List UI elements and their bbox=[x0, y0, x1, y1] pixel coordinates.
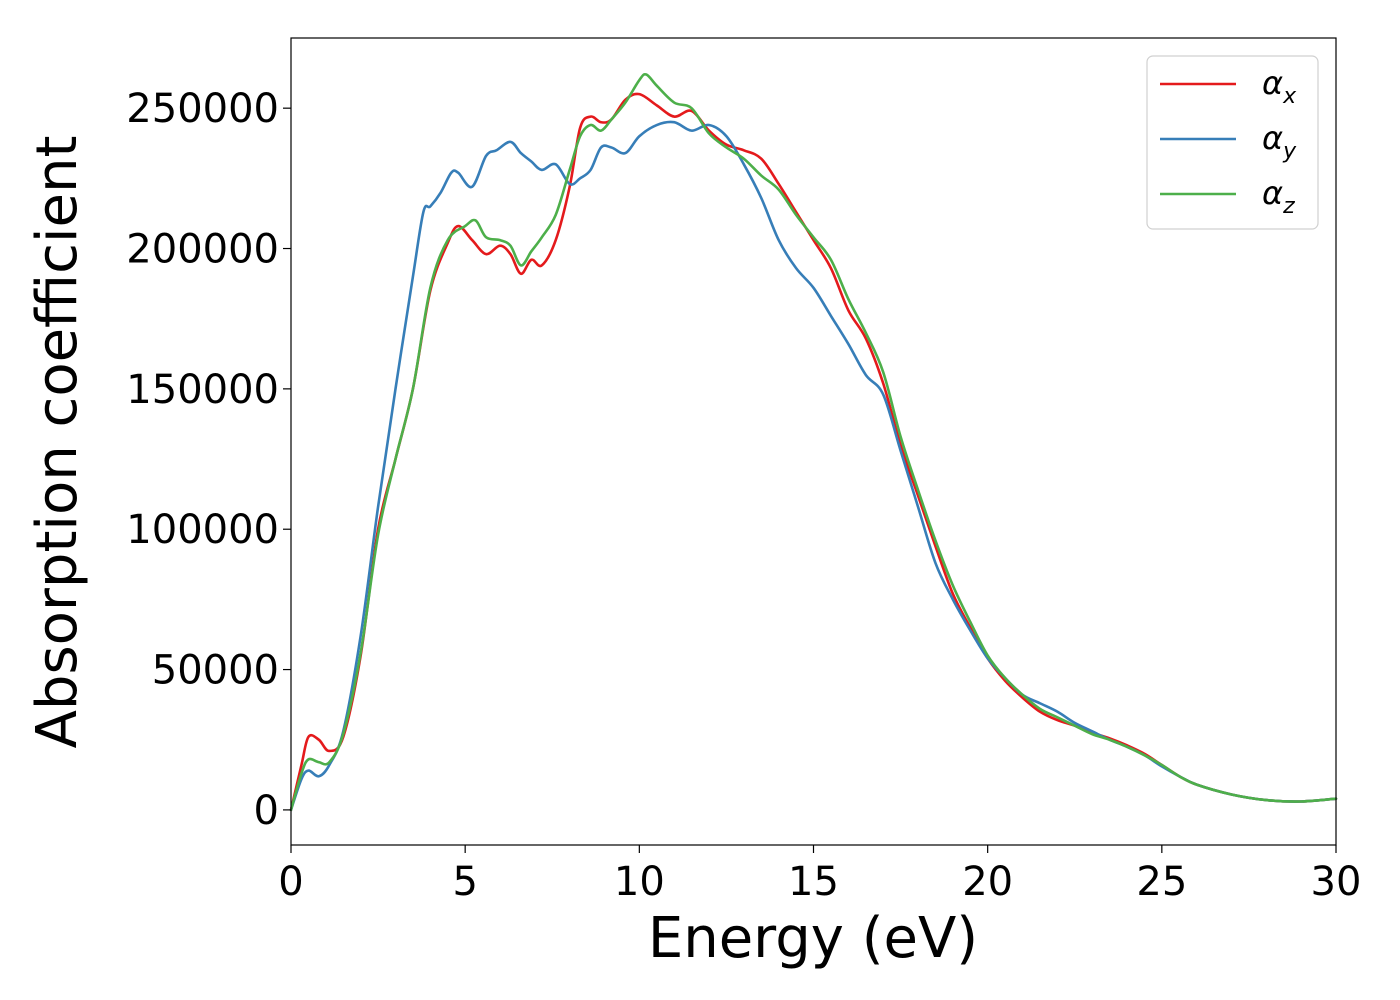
legend-box bbox=[1146, 55, 1319, 230]
y-tick-label: 50000 bbox=[152, 648, 279, 694]
series-layer bbox=[289, 72, 1338, 812]
x-tick-label: 15 bbox=[788, 859, 839, 905]
x-axis: 0 5 10 15 20 25 30 bbox=[278, 845, 1361, 905]
x-axis-label: Energy (eV) bbox=[648, 906, 978, 971]
legend-label: αz bbox=[1262, 174, 1295, 219]
legend-label: αx bbox=[1262, 64, 1297, 109]
y-tick-label: 200000 bbox=[126, 227, 279, 273]
x-tick-label: 25 bbox=[1136, 859, 1187, 905]
y-tick-label: 150000 bbox=[126, 367, 279, 413]
x-tick-label: 5 bbox=[452, 859, 477, 905]
y-tick-label: 0 bbox=[254, 788, 279, 834]
x-tick-label: 0 bbox=[278, 859, 303, 905]
y-axis: 0 50000 100000 150000 200000 250000 bbox=[126, 86, 291, 834]
y-axis-label: Absorption coefficient bbox=[25, 136, 90, 749]
y-tick-label: 100000 bbox=[126, 507, 279, 553]
x-tick-label: 10 bbox=[614, 859, 665, 905]
x-tick-label: 30 bbox=[1311, 859, 1362, 905]
y-tick-label: 250000 bbox=[126, 86, 279, 132]
legend: αx αy αz bbox=[1146, 55, 1319, 230]
x-tick-label: 20 bbox=[962, 859, 1013, 905]
series-line-3 bbox=[289, 72, 1338, 812]
series-line-2 bbox=[289, 120, 1338, 812]
legend-label: αy bbox=[1262, 119, 1297, 164]
